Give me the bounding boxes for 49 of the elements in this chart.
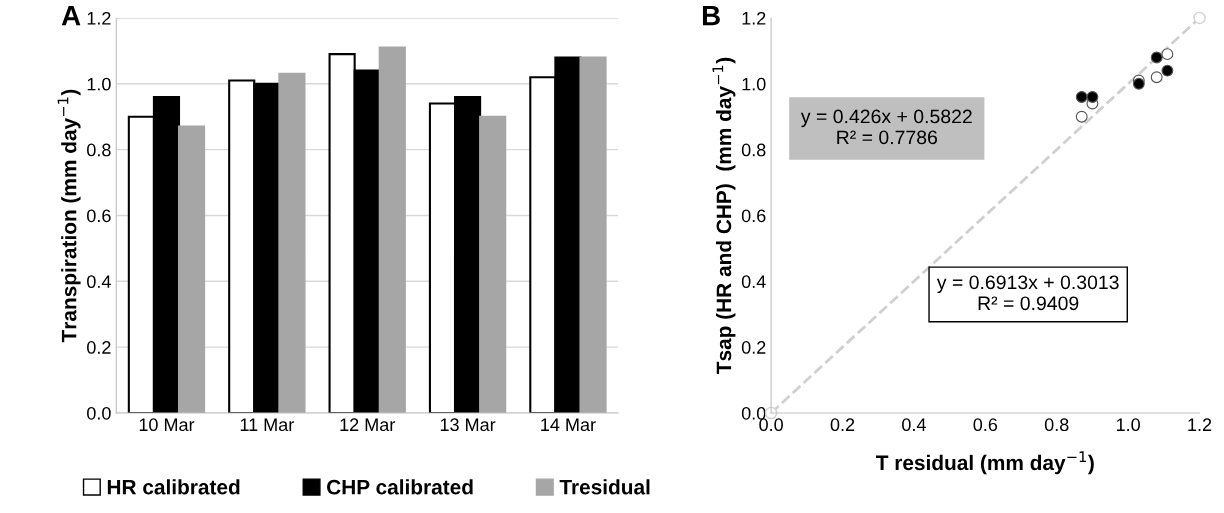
x-tick-label: 1.2: [1188, 418, 1212, 431]
bar: [479, 115, 507, 413]
x-tick-label: 11 Mar: [240, 418, 294, 432]
x-tick-label: 12 Mar: [340, 418, 395, 432]
x-axis-title: T residual (mm day$^{−1}$): [875, 451, 1094, 475]
legend-label: CHP calibrated: [327, 479, 473, 495]
y-axis-title: Tsap (HR and CHP) (mm day$^{−1}$): [712, 57, 736, 374]
y-axis-title: Transpiration (mm day$^{−1}$): [57, 89, 81, 343]
x-tick-label: 0.8: [1044, 418, 1069, 432]
y-tick-label: 1.0: [742, 77, 766, 91]
y-tick-label: 1.2: [742, 11, 766, 25]
point: [1161, 48, 1174, 61]
y-tick-label: 0.4: [87, 275, 111, 289]
bar: [378, 46, 406, 413]
point: [1193, 11, 1206, 25]
x-tick-label: 10 Mar: [139, 418, 195, 432]
chart-title: B: [702, 6, 720, 26]
y-tick-label: 0.8: [87, 143, 111, 157]
x-tick-label: 1.0: [1116, 418, 1140, 432]
x-tick-label: 14 Mar: [541, 418, 596, 432]
y-tick-label: 0.8: [741, 143, 766, 157]
bar: [278, 72, 306, 413]
y-tick-label: 1.2: [87, 11, 111, 25]
y-tick-label: 0.0: [87, 406, 111, 420]
annotation: y = 0.6913x + 0.3013 R² = 0.9409: [936, 275, 1119, 311]
annotation: y = 0.426x + 0.5822 R² = 0.7786: [800, 109, 972, 145]
legend-label: Tresidual: [559, 479, 650, 495]
y-tick-label: 0.6: [87, 209, 111, 223]
bar: [177, 125, 206, 413]
x-tick-label: 0.2: [830, 418, 855, 432]
x-tick-label: 0.0: [759, 418, 783, 432]
bar: [579, 56, 607, 413]
point: [1075, 91, 1088, 103]
y-tick-label: 0.2: [741, 341, 766, 354]
y-tick-label: 1.0: [87, 77, 111, 91]
y-tick-label: 0.0: [741, 406, 766, 420]
y-tick-label: 0.6: [741, 209, 766, 223]
chart-title: A: [61, 6, 81, 26]
legend-label: HR calibrated: [107, 479, 240, 495]
y-tick-label: 0.4: [741, 275, 766, 289]
point: [1075, 110, 1088, 123]
point: [1161, 64, 1174, 77]
point: [1086, 91, 1099, 103]
x-tick-label: 0.6: [973, 418, 998, 432]
y-tick-label: 0.2: [87, 341, 111, 354]
point: [1150, 71, 1163, 84]
x-tick-label: 0.4: [902, 418, 926, 432]
x-tick-label: 13 Mar: [440, 418, 496, 432]
point: [1150, 51, 1163, 64]
